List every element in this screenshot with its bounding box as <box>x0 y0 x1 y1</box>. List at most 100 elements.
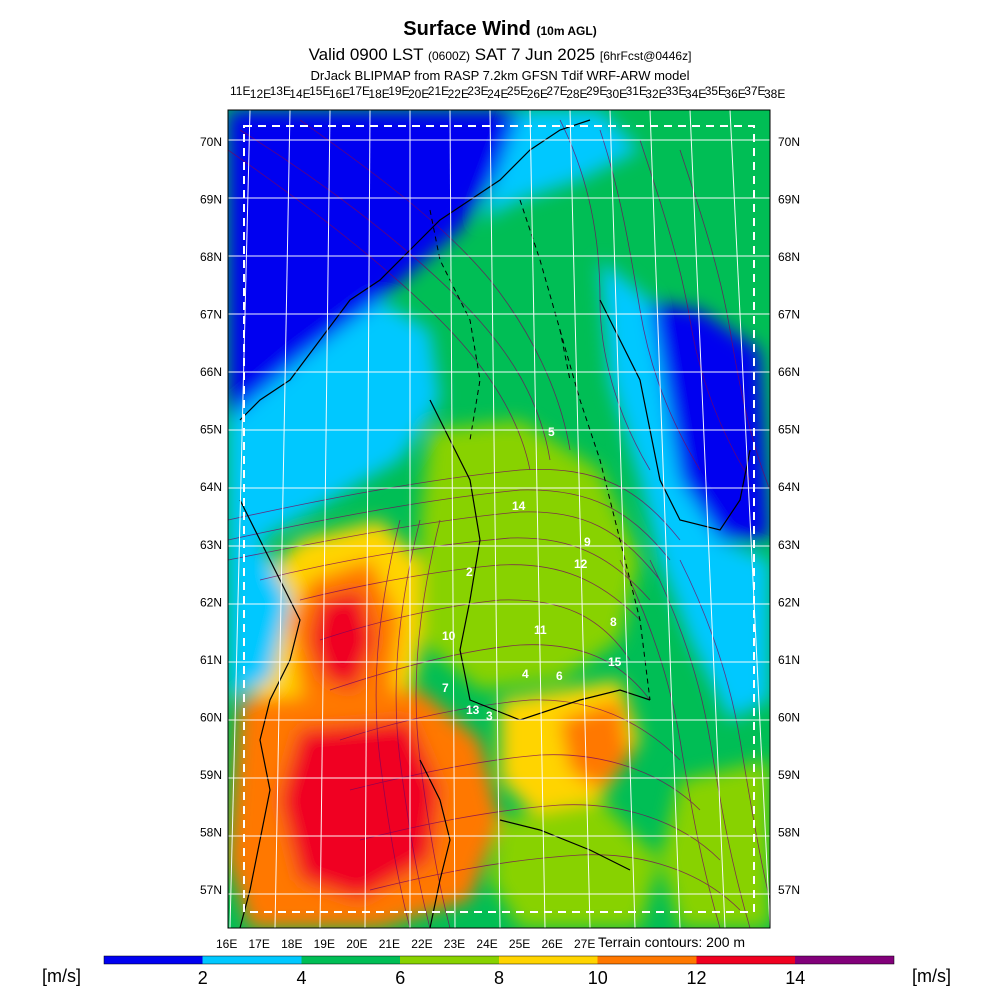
top-lon-label: 30E <box>606 87 627 101</box>
top-lon-label: 33E <box>665 84 686 98</box>
very-strong-zone-gulf <box>560 700 630 790</box>
top-lon-label: 37E <box>744 84 765 98</box>
bottom-lon-label: 22E <box>411 937 432 951</box>
top-longitude-labels: 11E 12E13E14E15E16E17E18E19E20E21E22E23E2… <box>230 84 785 101</box>
coastlines <box>239 119 751 928</box>
bottom-longitude-labels: 16E 17E 18E 19E 20E 21E 22E 23E 24E 25E 26E 27E <box>216 937 595 951</box>
gale-core-south <box>280 720 440 900</box>
region-boundary <box>243 125 755 913</box>
right-lat-label: 59N <box>778 768 800 782</box>
top-lon-label: 19E <box>388 84 409 98</box>
left-lat-label: 60N <box>200 710 222 724</box>
country-borders <box>429 199 651 701</box>
left-lat-label: 67N <box>200 308 222 322</box>
top-lon-label: 13E <box>270 84 291 98</box>
top-lon-label: 15E <box>309 84 330 98</box>
title-suffix: (10m AGL) <box>536 24 597 38</box>
right-lat-label: 65N <box>778 423 800 437</box>
field-label: 12 <box>574 557 588 571</box>
right-lat-label: 62N <box>778 595 800 609</box>
right-lat-label: 61N <box>778 653 800 667</box>
title-main: Surface Wind <box>403 18 531 40</box>
top-lon-label: 16E <box>329 87 350 101</box>
colorbar-ticks: 2 4 6 8 10 12 14 <box>198 968 806 988</box>
top-lon-label: 35E <box>705 84 726 98</box>
field-label: 13 <box>466 703 480 717</box>
bottom-lon-label: 18E <box>281 937 302 951</box>
colorbar <box>103 955 895 965</box>
field-label: 4 <box>522 667 529 681</box>
bottom-lon-label: 17E <box>249 937 270 951</box>
light-zone-east <box>600 260 770 720</box>
top-lon-label: 34E <box>685 87 706 101</box>
gale-core-north <box>310 590 375 690</box>
right-lat-label: 69N <box>778 193 800 207</box>
wind-speed-field: 5 14 9 12 2 11 10 8 15 4 6 7 13 3 <box>228 110 770 928</box>
left-lat-label: 65N <box>200 423 222 437</box>
top-lon-label: 18E <box>368 87 389 101</box>
left-lat-label: 61N <box>200 653 222 667</box>
bottom-lon-label: 27E <box>574 937 595 951</box>
top-lon-label: 27E <box>546 84 567 98</box>
valid-zulu: (0600Z) <box>428 49 471 63</box>
light-zone-north <box>480 110 640 220</box>
top-lon-label: 26E <box>527 87 548 101</box>
left-lat-label: 66N <box>200 365 222 379</box>
valid-time: Valid 0900 LST (0600Z) SAT 7 Jun 2025 [6… <box>0 45 1000 65</box>
field-label: 2 <box>466 565 473 579</box>
field-label: 5 <box>548 425 555 439</box>
colorbar-tick-label: 4 <box>296 968 306 988</box>
top-lon-label: 22E <box>448 87 469 101</box>
wind-streamlines <box>228 119 770 928</box>
bottom-lon-label: 24E <box>476 937 497 951</box>
bottom-lon-label: 23E <box>444 937 465 951</box>
top-lon-label: 31E <box>626 84 647 98</box>
forecast-tag: [6hrFcst@0446z] <box>599 49 692 63</box>
top-lon-label: 38E <box>764 87 785 101</box>
top-lon-label: 14E <box>289 87 310 101</box>
bottom-lon-label: 20E <box>346 937 367 951</box>
colorbar-tick-label: 2 <box>198 968 208 988</box>
left-lat-label: 62N <box>200 595 222 609</box>
top-lon-label: 25E <box>507 84 528 98</box>
field-label: 9 <box>584 535 591 549</box>
colorbar-unit-left: [m/s] <box>42 966 81 986</box>
field-label: 7 <box>442 681 449 695</box>
right-lat-label: 63N <box>778 538 800 552</box>
left-lat-label: 64N <box>200 480 222 494</box>
source-line: DrJack BLIPMAP from RASP 7.2km GFSN Tdif… <box>310 68 690 83</box>
colorbar-tick-label: 10 <box>588 968 608 988</box>
colorbar-tick-label: 6 <box>395 968 405 988</box>
left-lat-label: 70N <box>200 135 222 149</box>
bottom-lon-label: 16E <box>216 937 237 951</box>
left-lat-label: 58N <box>200 826 222 840</box>
field-value-labels: 5 14 9 12 2 11 10 8 15 4 6 7 13 3 <box>442 425 622 723</box>
field-label: 6 <box>556 669 563 683</box>
valid-date: SAT 7 Jun 2025 <box>474 45 596 64</box>
top-lon-label: 24E <box>487 87 508 101</box>
right-lat-label: 57N <box>778 883 800 897</box>
top-lon-label: 29E <box>586 84 607 98</box>
field-label: 15 <box>608 655 622 669</box>
field-label: 14 <box>512 499 526 513</box>
left-lat-label: 57N <box>200 883 222 897</box>
top-lon-label: 36E <box>724 87 745 101</box>
top-lon-label: 12E <box>250 87 271 101</box>
right-lat-label: 60N <box>778 710 800 724</box>
right-lat-label: 67N <box>778 308 800 322</box>
field-label: 8 <box>610 615 617 629</box>
top-lon-label: 23E <box>467 84 488 98</box>
lat-lon-grid <box>228 110 770 928</box>
top-lon-label: 32E <box>645 87 666 101</box>
top-lon-label: 20E <box>408 87 429 101</box>
calm-zone-white-sea <box>640 300 770 540</box>
colorbar-tick-label: 12 <box>686 968 706 988</box>
left-lat-label: 59N <box>200 768 222 782</box>
bottom-lon-label: 19E <box>314 937 335 951</box>
left-latitude-labels: 70N 69N 68N 67N 66N 65N 64N 63N 62N 61N 60N 59N 58N 5… <box>200 135 222 897</box>
top-lon-label: 11E <box>230 84 250 98</box>
top-lon-label: 28E <box>566 87 587 101</box>
right-lat-label: 64N <box>778 480 800 494</box>
top-lon-label: 17E <box>349 84 370 98</box>
valid-prefix: Valid 0900 LST <box>308 45 424 64</box>
